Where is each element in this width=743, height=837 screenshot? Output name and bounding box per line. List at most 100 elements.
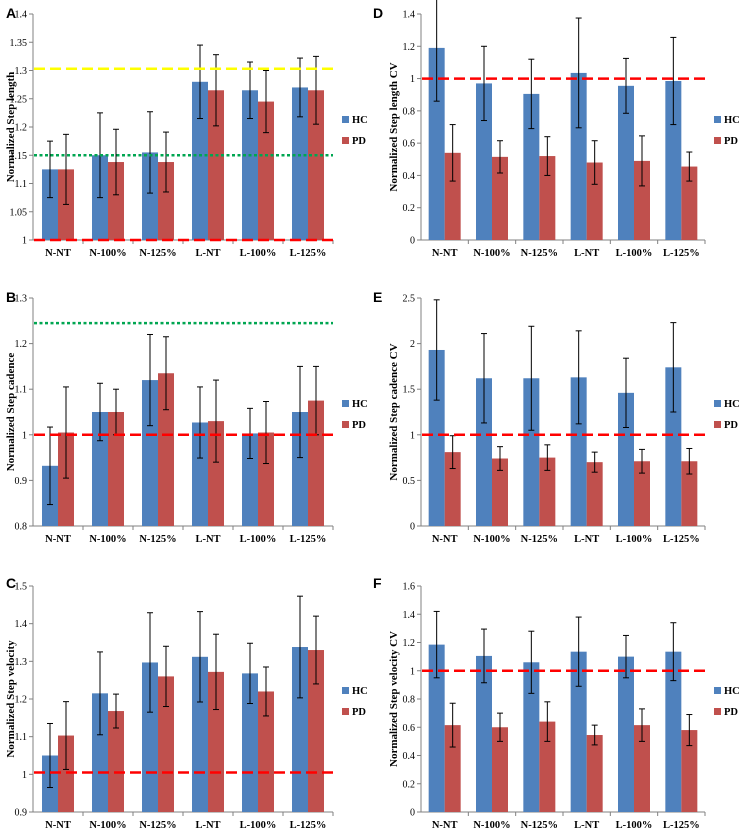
bar-pd-n-100pct [492,727,508,812]
error-bar-hc [47,140,53,199]
bar-pd-n-nt [444,152,461,240]
legend-swatch-hc [342,400,349,407]
error-bar-pd [163,645,169,708]
bar-hc-l-125pct [292,87,308,240]
chart-panel-c: C Normalized Step velocity 0.9 1 1.1 1.2 1.3 1.… [5,575,368,831]
bar-hc-l-100pct [618,85,634,240]
legend-label-pd: PD [352,420,366,431]
y-tick-label: 1.1 [15,385,28,396]
bar-hc-l-100pct [242,433,258,526]
error-bar-pd [449,124,456,182]
x-tick-label: N-NT [432,248,458,259]
error-bar-pd [263,666,269,717]
error-bar-pd [639,135,645,187]
legend-swatch-pd [342,137,349,144]
error-bar-pd [591,724,598,746]
error-bar-hc [147,111,153,194]
bar-pd-n-125pct [539,721,556,812]
legend-label-hc: HC [724,115,740,126]
bar-pd-l-100pct [634,461,650,526]
bar-pd-n-nt [58,432,74,526]
x-tick-label: L-100% [240,534,277,545]
y-axis-label: Normalized Step length [5,72,17,183]
legend-label-hc: HC [352,686,368,697]
legend: HC PD [714,686,740,718]
error-bar-pd [63,701,69,770]
bar-hc-l-100pct [618,392,634,526]
y-tick-label: 0.6 [403,139,416,150]
error-bar-hc [47,722,53,789]
x-tick-label: L-NT [195,820,220,831]
error-bar-pd [591,140,598,185]
y-tick-label: 0.8 [403,695,416,706]
legend-swatch-pd [714,137,721,144]
y-tick-label: 1.4 [403,610,416,621]
y-axis-label: Normalized Step cadence CV [388,343,400,480]
bar-hc-l-100pct [618,656,634,812]
bar-pd-n-125pct [158,373,174,526]
bar-pd-l-100pct [258,691,274,812]
bar-pd-l-100pct [634,725,650,812]
y-tick-label: 0.2 [403,779,416,790]
error-bar-hc [623,57,629,114]
panel-letter: C [6,575,16,591]
y-tick-label: 1.2 [15,695,28,706]
y-tick-label: 0.4 [403,171,416,182]
y-axis-label: Normalized Step cadence [5,353,17,472]
chart-panel-e: E Normalized Step cadence CV 0 0.5 1 1.5 2 2.5 N… [373,289,740,545]
error-bar-pd [639,448,645,474]
y-tick-label: 0.8 [15,522,28,533]
error-bar-hc [297,595,303,699]
y-tick-label: 0.5 [403,476,416,487]
y-tick-label: 0.9 [15,808,28,819]
error-bar-hc [433,299,440,401]
bar-hc-l-125pct [665,80,682,240]
x-tick-label: L-125% [663,248,700,259]
error-bar-pd [63,386,69,479]
x-tick-label: N-100% [89,534,126,545]
y-tick-label: 1 [410,666,415,677]
chart-panel-a: A Normalized Step length 1 1.05 1.1 1.15 1.2 1.… [5,5,368,259]
error-bar-hc [670,622,677,682]
error-bar-pd [213,379,219,463]
y-tick-label: 2 [410,339,415,350]
x-tick-label: N-NT [432,820,458,831]
bar-hc-l-nt [570,377,587,526]
x-tick-label: N-NT [45,820,71,831]
bar-hc-l-nt [192,81,208,240]
bar-pd-l-nt [208,90,224,241]
bar-hc-l-125pct [292,647,308,812]
error-bar-pd [113,128,119,196]
bar-pd-l-nt [586,162,603,240]
bar-hc-n-125pct [523,93,540,241]
bar-pd-n-100pct [108,412,124,526]
bar-hc-n-100pct [476,83,492,241]
error-bar-pd [313,615,319,685]
error-bar-hc [575,330,582,425]
error-bar-hc [528,325,535,431]
error-bar-pd [113,693,119,729]
x-tick-label: N-NT [432,534,458,545]
x-tick-label: N-125% [139,248,176,259]
bar-hc-n-100pct [476,378,492,526]
x-tick-label: N-125% [139,534,176,545]
error-bar-pd [449,702,456,748]
x-tick-label: L-100% [616,248,653,259]
bar-pd-l-nt [586,735,603,812]
legend: HC PD [342,686,368,718]
bar-pd-n-100pct [492,458,508,526]
bar-hc-l-125pct [665,651,682,812]
y-tick-label: 1.3 [15,294,28,305]
y-tick-label: 1.25 [10,94,28,105]
bar-hc-l-125pct [292,412,308,526]
error-bar-hc [623,634,629,679]
y-tick-label: 1.2 [15,339,28,350]
panel-letter: F [373,575,382,591]
y-tick-label: 0.9 [15,476,28,487]
y-tick-label: 1.35 [10,38,28,49]
y-tick-label: 0 [410,808,415,819]
x-tick-label: L-NT [195,248,220,259]
y-tick-label: 1.4 [15,10,28,21]
bar-hc-l-100pct [242,90,258,241]
error-bar-hc [47,426,53,506]
